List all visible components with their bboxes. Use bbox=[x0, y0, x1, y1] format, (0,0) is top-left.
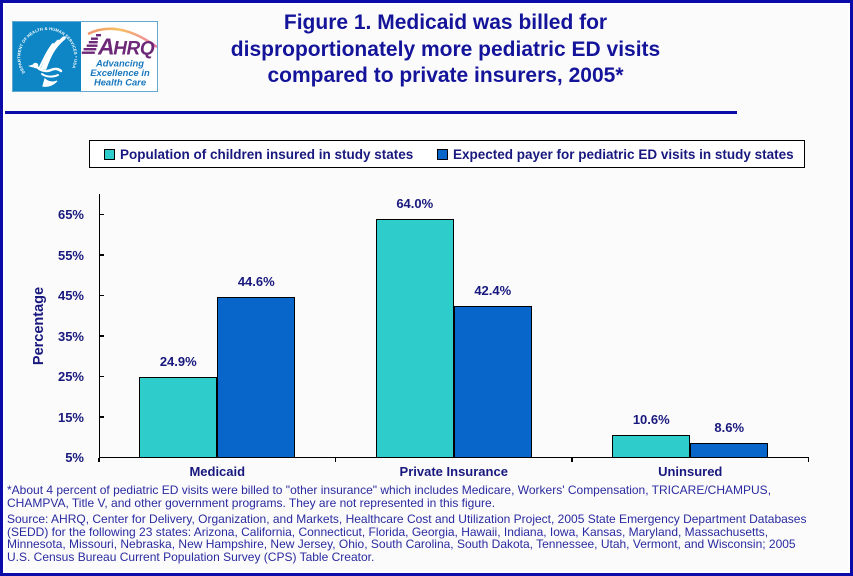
y-tick-label: 5% bbox=[65, 450, 84, 465]
value-label: 42.4% bbox=[474, 283, 512, 299]
category-label-uninsured: Uninsured bbox=[658, 464, 723, 479]
y-axis-line bbox=[99, 193, 101, 458]
y-tick bbox=[100, 294, 104, 297]
figure-title: Figure 1. Medicaid was billed for disprop… bbox=[58, 10, 833, 90]
y-tick bbox=[100, 335, 104, 337]
source-text: Source: AHRQ, Center for Delivery, Organ… bbox=[7, 513, 851, 563]
text-line: compared to private insurers, 2005* bbox=[267, 64, 624, 87]
y-tick-label: 15% bbox=[57, 409, 84, 425]
y-tick bbox=[100, 213, 104, 216]
ahrq-hhs-logo: DEPARTMENT OF HEALTH & HUMAN SERVICES • … bbox=[12, 21, 158, 92]
chart-legend: Population of children insured in study … bbox=[89, 140, 805, 168]
category-label-private-insurance: Private Insurance bbox=[399, 464, 508, 479]
y-tick bbox=[100, 254, 104, 256]
value-label: 64.0% bbox=[396, 195, 434, 211]
ahrq-arc bbox=[87, 27, 158, 48]
y-tick-label: 65% bbox=[57, 207, 84, 222]
y-tick-label: 45% bbox=[57, 288, 84, 303]
legend-label-1: Population of children insured in study … bbox=[120, 146, 414, 162]
text-line: disproportionately more pediatric ED vis… bbox=[230, 37, 661, 61]
legend-item-2: Expected payer for pediatric ED visits i… bbox=[437, 141, 794, 167]
y-tick-label: 25% bbox=[57, 369, 84, 384]
x-tick bbox=[807, 457, 810, 462]
text-line: Source: AHRQ, Center for Delivery, Organ… bbox=[7, 512, 807, 526]
header-rule bbox=[0, 111, 737, 114]
value-label: 8.6% bbox=[714, 419, 745, 435]
bar-uninsured-series1 bbox=[612, 434, 691, 459]
legend-label-2: Expected payer for pediatric ED visits i… bbox=[453, 146, 794, 162]
y-tick bbox=[100, 375, 104, 378]
bar-private-insurance-series1 bbox=[375, 218, 454, 459]
legend-item-1: Population of children insured in study … bbox=[104, 141, 413, 167]
value-label: 10.6% bbox=[632, 411, 670, 427]
category-label-medicaid: Medicaid bbox=[189, 464, 246, 479]
bar-private-insurance-series2 bbox=[453, 306, 532, 459]
text-line: CHAMPVA, Title V, and other government p… bbox=[7, 495, 496, 510]
legend-swatch-1 bbox=[104, 148, 115, 160]
text-line: Minnesota, Missouri, Nebraska, New Hamps… bbox=[7, 537, 796, 551]
text-line: Figure 1. Medicaid was billed for bbox=[283, 11, 608, 34]
bar-uninsured-series2 bbox=[690, 442, 769, 459]
ahrq-tagline: Advancing Excellence in Health Care bbox=[90, 58, 150, 88]
text-line: (SEDD) for the following 23 states: Ariz… bbox=[7, 524, 769, 539]
ahrq-acronym: AHRQ bbox=[81, 34, 155, 60]
text-line: *About 4 percent of pediatric ED visits … bbox=[7, 483, 772, 497]
y-tick-label: 55% bbox=[57, 247, 84, 263]
bar-medicaid-series2 bbox=[217, 297, 296, 459]
text-line: U.S. Census Bureau Current Population Su… bbox=[7, 549, 375, 564]
footnote-text: *About 4 percent of pediatric ED visits … bbox=[7, 484, 851, 509]
x-tick bbox=[571, 457, 573, 462]
logo-frame bbox=[12, 21, 158, 92]
y-tick bbox=[100, 416, 104, 418]
x-tick bbox=[98, 457, 100, 462]
y-tick-label: 35% bbox=[57, 328, 84, 344]
ahrq-logo-graphic: DEPARTMENT OF HEALTH & HUMAN SERVICES • … bbox=[12, 21, 158, 92]
value-label: 44.6% bbox=[237, 274, 275, 290]
bar-medicaid-series1 bbox=[139, 376, 218, 459]
x-tick bbox=[334, 457, 337, 462]
hhs-eagle-icon bbox=[28, 36, 66, 87]
legend-swatch-2 bbox=[437, 148, 448, 160]
value-label: 24.9% bbox=[159, 353, 197, 369]
svg-text:AHRQ: AHRQ bbox=[97, 34, 155, 60]
